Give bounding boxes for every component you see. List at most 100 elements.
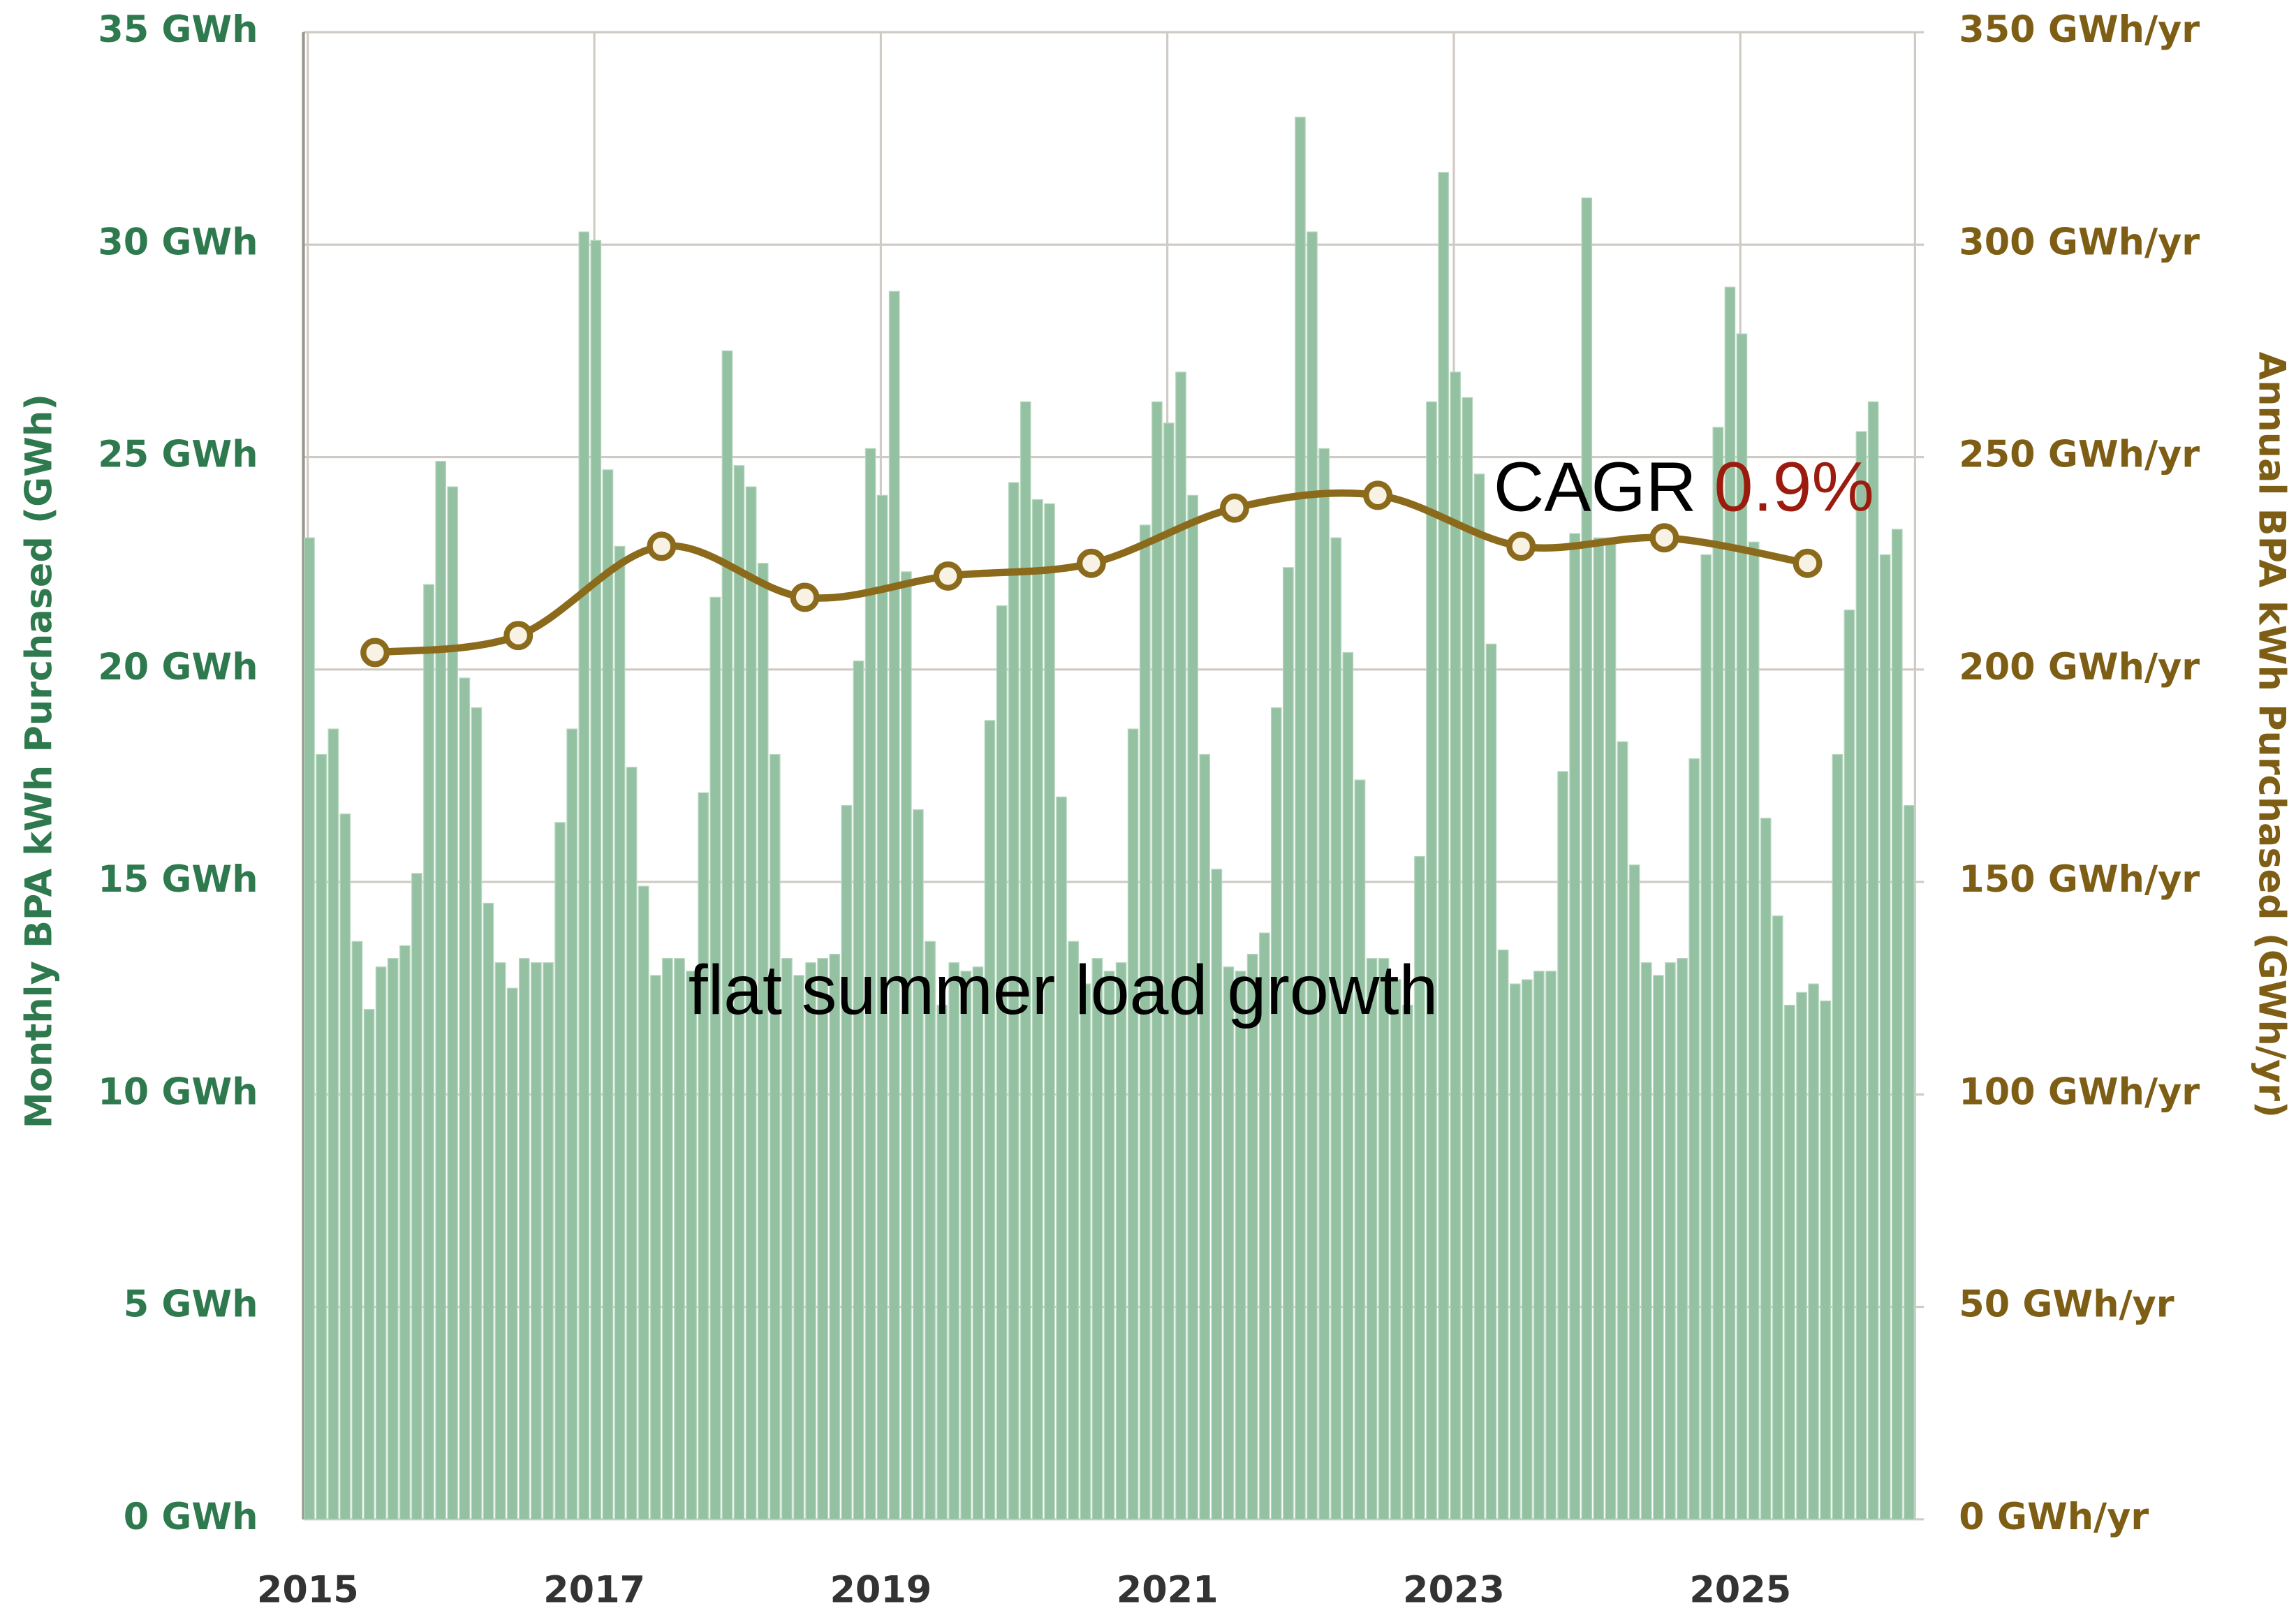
bar <box>972 966 984 1520</box>
bar <box>494 962 506 1520</box>
bar <box>1295 117 1306 1520</box>
x-tick-label: 2023 <box>1403 1569 1505 1612</box>
bar <box>913 809 924 1520</box>
bar <box>1904 804 1915 1520</box>
bar <box>1020 401 1031 1520</box>
bar <box>805 962 816 1520</box>
bar <box>1832 753 1844 1520</box>
bar <box>709 596 721 1520</box>
bar <box>1485 643 1497 1520</box>
bar <box>1318 448 1330 1520</box>
bar <box>543 962 554 1520</box>
bar <box>1223 966 1235 1520</box>
bar <box>1748 541 1760 1520</box>
bar <box>1760 818 1772 1520</box>
x-tick-label: 2017 <box>543 1569 645 1612</box>
bar <box>1235 971 1246 1520</box>
bar <box>1879 554 1891 1520</box>
bar <box>674 958 685 1520</box>
bar <box>841 804 853 1520</box>
bar <box>435 461 446 1520</box>
bar <box>1653 975 1664 1520</box>
x-tick-label: 2019 <box>830 1569 932 1612</box>
line-point <box>933 561 963 591</box>
y2-tick-label: 50 GWh/yr <box>1959 1283 2174 1326</box>
bar <box>1450 371 1461 1520</box>
bar <box>1151 401 1163 1520</box>
y-tick-label: 0 GWh <box>124 1496 258 1538</box>
line-point <box>1219 493 1249 523</box>
bar <box>1533 971 1545 1520</box>
bar <box>1139 524 1151 1520</box>
line-point <box>647 531 677 561</box>
bar <box>1258 932 1270 1520</box>
y-tick-label: 10 GWh <box>98 1070 258 1113</box>
bar <box>996 605 1008 1520</box>
bar <box>304 537 315 1520</box>
bar <box>399 945 411 1520</box>
bar <box>662 958 673 1520</box>
line-point <box>1076 548 1106 578</box>
bar <box>1545 971 1557 1520</box>
bar <box>1772 915 1783 1520</box>
y-tick-label: 20 GWh <box>98 646 258 688</box>
bar <box>1820 1000 1832 1520</box>
bar <box>506 987 518 1520</box>
bar <box>1855 431 1867 1520</box>
y2-tick-label: 300 GWh/yr <box>1959 221 2200 263</box>
y-tick-label: 5 GWh <box>124 1283 258 1326</box>
bar <box>960 971 972 1520</box>
y2-tick-label: 200 GWh/yr <box>1959 646 2200 688</box>
x-tick-label: 2021 <box>1117 1569 1219 1612</box>
bar <box>1342 651 1354 1520</box>
bar <box>411 873 422 1520</box>
annual-line <box>360 480 1823 668</box>
bar <box>1724 286 1736 1520</box>
bar <box>328 728 339 1520</box>
y-tick-label: 30 GWh <box>98 221 258 263</box>
bar <box>1390 979 1401 1520</box>
bar <box>925 941 936 1520</box>
bar <box>638 885 649 1520</box>
bar <box>1068 941 1080 1520</box>
y2-tick-label: 350 GWh/yr <box>1959 8 2200 51</box>
y-tick-label: 25 GWh <box>98 434 258 476</box>
bar <box>1557 771 1568 1520</box>
bar <box>1867 401 1879 1520</box>
bar <box>1581 197 1593 1520</box>
bar <box>602 469 614 1520</box>
bar <box>1784 1004 1795 1520</box>
bar <box>1115 962 1127 1520</box>
bar <box>1605 537 1617 1520</box>
bar <box>733 465 745 1520</box>
bar <box>853 661 864 1520</box>
line-point <box>503 621 533 651</box>
y2-axis-title: Annual BPA kWh Purchased (GWh/yr) <box>2251 352 2293 1118</box>
bar <box>1438 172 1449 1520</box>
bar <box>1080 983 1091 1520</box>
bar <box>1628 864 1640 1520</box>
bar <box>1211 869 1223 1520</box>
bar <box>518 958 530 1520</box>
bar <box>1462 397 1473 1520</box>
bar <box>1640 962 1652 1520</box>
bar <box>1187 494 1198 1520</box>
bar <box>1175 371 1186 1520</box>
line-point <box>1649 523 1679 553</box>
y-tick-label: 15 GWh <box>98 858 258 901</box>
y2-tick-label: 150 GWh/yr <box>1959 858 2200 901</box>
bar <box>1497 949 1509 1520</box>
bar <box>1354 779 1366 1520</box>
bar <box>1712 427 1724 1520</box>
bar <box>864 448 876 1520</box>
bar <box>1509 983 1521 1520</box>
line-point <box>1506 531 1536 561</box>
cagr-value: 0.9% <box>1714 448 1874 526</box>
bar <box>339 813 351 1520</box>
bar <box>1163 422 1175 1520</box>
bar <box>1008 482 1020 1520</box>
bar <box>1617 741 1628 1520</box>
bar <box>483 902 494 1520</box>
bar <box>530 962 542 1520</box>
